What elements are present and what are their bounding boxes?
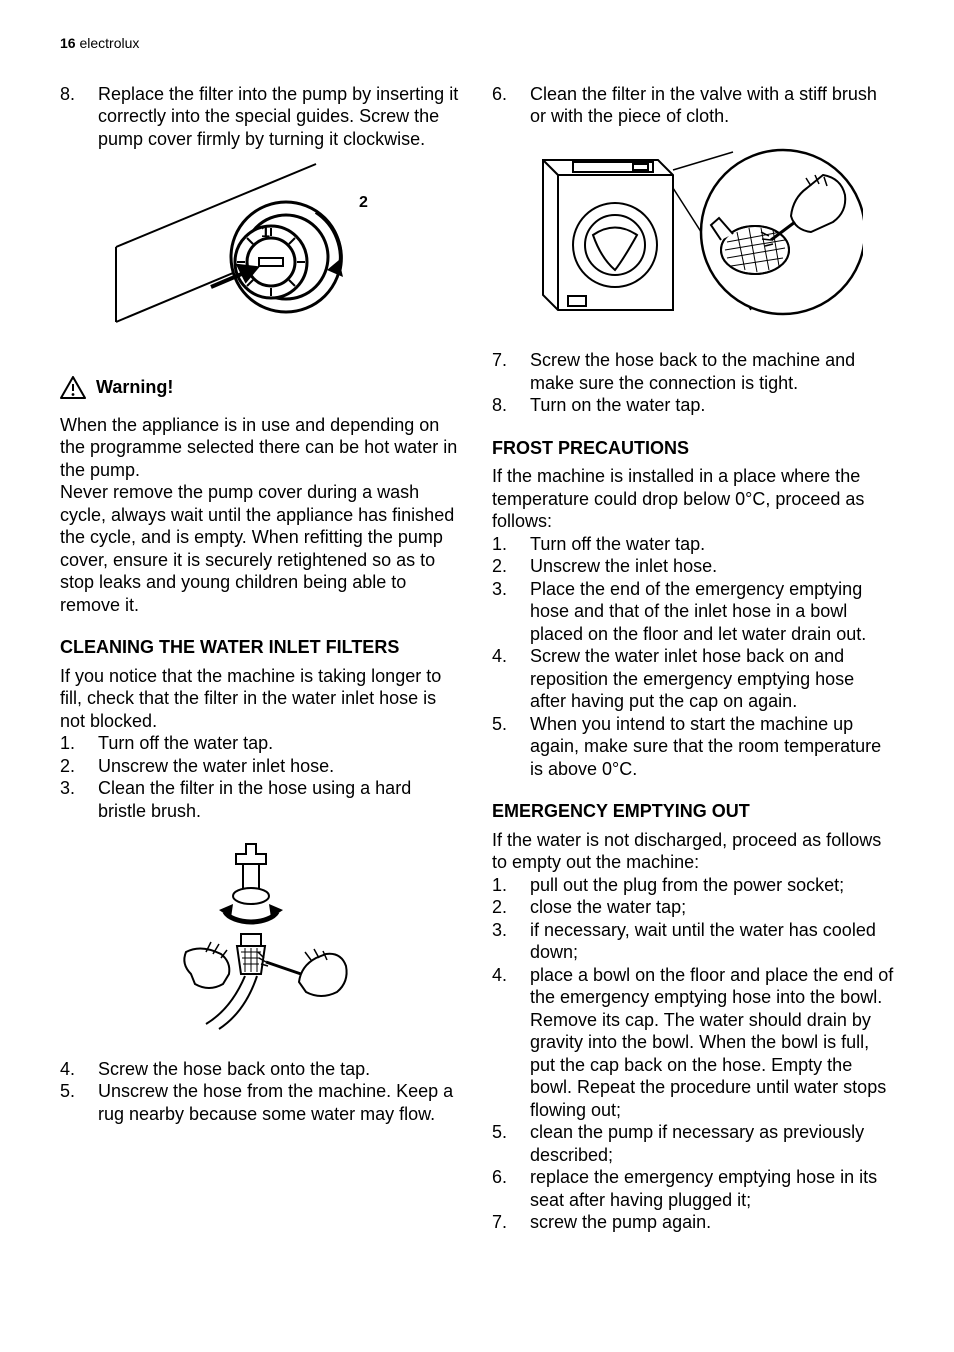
item-text: if necessary, wait until the water has c…: [530, 919, 894, 964]
item-text: Clean the filter in the valve with a sti…: [530, 83, 894, 128]
list-item: 4.Screw the water inlet hose back on and…: [492, 645, 894, 713]
item-text: place a bowl on the floor and place the …: [530, 964, 894, 1122]
cleaning-list-1: 1. Turn off the water tap. 2. Unscrew th…: [60, 732, 462, 822]
list-item: 3.Place the end of the emergency emptyin…: [492, 578, 894, 646]
item-number: 3.: [492, 578, 530, 646]
list-item: 1. Turn off the water tap.: [60, 732, 462, 755]
inlet-brush-illustration: [161, 834, 361, 1034]
list-item: 8. Turn on the water tap.: [492, 394, 894, 417]
item-number: 2.: [492, 555, 530, 578]
list-item: 7.screw the pump again.: [492, 1211, 894, 1234]
left-column: 8. Replace the filter into the pump by i…: [60, 83, 462, 1234]
item-number: 1.: [60, 732, 98, 755]
item-number: 7.: [492, 1211, 530, 1234]
item-number: 5.: [492, 713, 530, 781]
list-item: 2. Unscrew the water inlet hose.: [60, 755, 462, 778]
item-text: Turn off the water tap.: [98, 732, 462, 755]
warning-paragraph-1: When the appliance is in use and dependi…: [60, 414, 462, 482]
item-text: When you intend to start the machine up …: [530, 713, 894, 781]
item-number: 3.: [60, 777, 98, 822]
item-text: replace the emergency emptying hose in i…: [530, 1166, 894, 1211]
item-text: Unscrew the hose from the machine. Keep …: [98, 1080, 462, 1125]
cleaning-intro: If you notice that the machine is taking…: [60, 665, 462, 733]
steps-7-8: 7. Screw the hose back to the machine an…: [492, 349, 894, 417]
warning-header: Warning!: [60, 376, 462, 400]
page-number: 16: [60, 35, 76, 51]
item-text: Unscrew the water inlet hose.: [98, 755, 462, 778]
item-text: Screw the hose back onto the tap.: [98, 1058, 462, 1081]
item-number: 6.: [492, 83, 530, 128]
fig1-label2: 2: [359, 194, 368, 211]
item-number: 7.: [492, 349, 530, 394]
item-text: Clean the filter in the hose using a har…: [98, 777, 462, 822]
list-item: 1.Turn off the water tap.: [492, 533, 894, 556]
section-title-cleaning: CLEANING THE WATER INLET FILTERS: [60, 636, 462, 659]
list-item: 2.Unscrew the inlet hose.: [492, 555, 894, 578]
item-text: clean the pump if necessary as previousl…: [530, 1121, 894, 1166]
machine-valve-illustration: [523, 140, 863, 326]
list-item: 5. Unscrew the hose from the machine. Ke…: [60, 1080, 462, 1125]
list-item: 6.replace the emergency emptying hose in…: [492, 1166, 894, 1211]
item-number: 8.: [492, 394, 530, 417]
item-text: Place the end of the emergency emptying …: [530, 578, 894, 646]
item-number: 2.: [60, 755, 98, 778]
item-text: Unscrew the inlet hose.: [530, 555, 894, 578]
item-text: Screw the water inlet hose back on and r…: [530, 645, 894, 713]
frost-intro: If the machine is installed in a place w…: [492, 465, 894, 533]
item-text: pull out the plug from the power socket;: [530, 874, 894, 897]
list-item: 8. Replace the filter into the pump by i…: [60, 83, 462, 151]
item-number: 8.: [60, 83, 98, 151]
pump-filter-illustration: 1 2: [111, 162, 411, 352]
figure-machine-valve: [492, 140, 894, 332]
frost-list: 1.Turn off the water tap. 2.Unscrew the …: [492, 533, 894, 781]
warning-title: Warning!: [96, 376, 173, 399]
cleaning-list-2: 4. Screw the hose back onto the tap. 5. …: [60, 1058, 462, 1126]
section-title-frost: FROST PRECAUTIONS: [492, 437, 894, 460]
fig1-label1: 1: [261, 224, 270, 241]
list-item: 3.if necessary, wait until the water has…: [492, 919, 894, 964]
warning-icon: [60, 376, 86, 400]
item-number: 4.: [492, 645, 530, 713]
item-number: 1.: [492, 874, 530, 897]
right-column: 6. Clean the filter in the valve with a …: [492, 83, 894, 1234]
item-number: 1.: [492, 533, 530, 556]
item-number: 3.: [492, 919, 530, 964]
item-text: Turn on the water tap.: [530, 394, 894, 417]
figure-pump-filter: 1 2: [60, 162, 462, 358]
list-item: 5.When you intend to start the machine u…: [492, 713, 894, 781]
content-columns: 8. Replace the filter into the pump by i…: [60, 83, 894, 1234]
list-item: 1.pull out the plug from the power socke…: [492, 874, 894, 897]
item-number: 5.: [492, 1121, 530, 1166]
list-item: 7. Screw the hose back to the machine an…: [492, 349, 894, 394]
brand-label: electrolux: [79, 35, 139, 51]
list-item: 6. Clean the filter in the valve with a …: [492, 83, 894, 128]
page-header: 16 electrolux: [60, 35, 894, 53]
list-item: 4.place a bowl on the floor and place th…: [492, 964, 894, 1122]
list-item: 5.clean the pump if necessary as previou…: [492, 1121, 894, 1166]
item-number: 6.: [492, 1166, 530, 1211]
item-number: 4.: [492, 964, 530, 1122]
warning-paragraph-2: Never remove the pump cover during a was…: [60, 481, 462, 616]
item-number: 2.: [492, 896, 530, 919]
list-item: 4. Screw the hose back onto the tap.: [60, 1058, 462, 1081]
figure-inlet-brush: [60, 834, 462, 1040]
emergency-intro: If the water is not discharged, proceed …: [492, 829, 894, 874]
emergency-list: 1.pull out the plug from the power socke…: [492, 874, 894, 1234]
list-item: 3. Clean the filter in the hose using a …: [60, 777, 462, 822]
item-text: close the water tap;: [530, 896, 894, 919]
list-item: 2.close the water tap;: [492, 896, 894, 919]
section-title-emergency: EMERGENCY EMPTYING OUT: [492, 800, 894, 823]
item-text: Replace the filter into the pump by inse…: [98, 83, 462, 151]
item-text: Screw the hose back to the machine and m…: [530, 349, 894, 394]
item-text: screw the pump again.: [530, 1211, 894, 1234]
item-number: 5.: [60, 1080, 98, 1125]
item-number: 4.: [60, 1058, 98, 1081]
item-text: Turn off the water tap.: [530, 533, 894, 556]
